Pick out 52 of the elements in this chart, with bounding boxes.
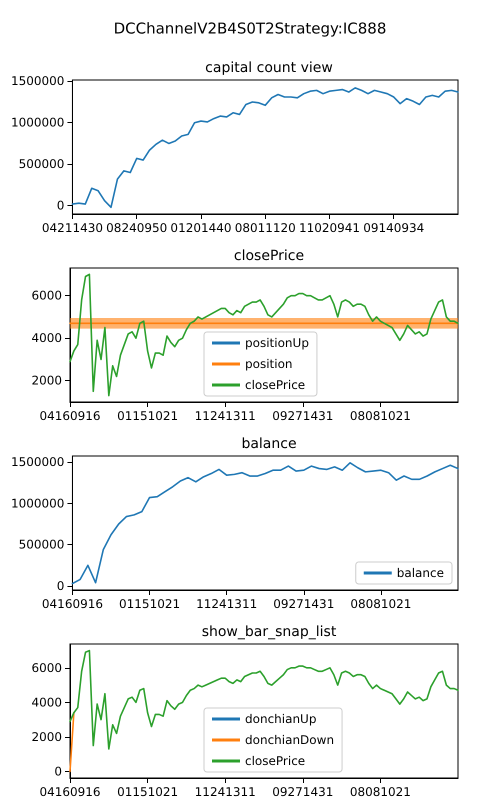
y-tick-label: 4000 (31, 331, 62, 346)
chart-title: DCChannelV2B4S0T2Strategy:IC888 (114, 20, 386, 38)
y-tick-label: 6000 (31, 660, 62, 675)
x-tick-label: 04160916 (39, 409, 101, 423)
x-tick-label: 01151021 (119, 597, 180, 611)
legend-label: positionUp (245, 336, 309, 350)
y-tick-label: 1000000 (10, 116, 64, 130)
x-tick-label: 01151021 (117, 409, 178, 423)
chart-title: show_bar_snap_list (202, 624, 337, 640)
line-series (69, 650, 459, 750)
x-tick-label: 11241311 (194, 785, 256, 799)
text: position (245, 357, 293, 371)
x-tick-label: 09271431 (272, 409, 334, 423)
x-tick-label: 04160916 (39, 785, 101, 799)
x-tick-label: 09140934 (363, 221, 424, 235)
legend-label: balance (396, 566, 444, 580)
x-tick-label: 08081021 (350, 597, 412, 611)
y-tick-label: 500000 (18, 157, 64, 172)
legend-label: donchianUp (245, 712, 316, 726)
line-series (69, 274, 459, 396)
x-tick-label: 09271431 (273, 597, 334, 611)
y-tick-label: 500000 (18, 538, 64, 552)
x-tick-label: 09271431 (272, 785, 334, 799)
y-tick-label: 2000 (31, 730, 62, 744)
x-tick-label: 11020941 (298, 221, 360, 235)
x-tick-label: 08011120 (234, 221, 296, 235)
y-tick-label: 0 (56, 198, 64, 213)
y-tick-label: 0 (54, 764, 62, 778)
x-tick-label: 11241311 (196, 597, 258, 611)
y-tick-label: 1500000 (10, 454, 64, 469)
x-tick-label: 08081021 (350, 785, 411, 799)
x-tick-label: 11241311 (194, 409, 256, 423)
y-tick-label: 2000 (31, 374, 62, 388)
y-tick-label: 4000 (31, 695, 62, 710)
legend-label: closePrice (245, 378, 306, 392)
legend-label: closePrice (245, 754, 306, 768)
chart-subtitle: capital count view (205, 60, 333, 76)
x-tick-label: 04211430 (42, 221, 103, 235)
y-tick-label: 1500000 (10, 74, 64, 88)
x-tick-label: 04160916 (42, 597, 103, 611)
x-tick-label: 08081021 (350, 409, 411, 423)
line-series (72, 462, 459, 584)
x-tick-label: 01151021 (117, 785, 178, 799)
x-tick-label: 08240950 (106, 221, 168, 235)
x-tick-label: 01201440 (170, 221, 232, 235)
y-tick-label: 6000 (31, 288, 62, 303)
chart-title: balance (241, 436, 297, 452)
legend-label: donchianDown (245, 733, 334, 747)
y-tick-label: 1000000 (10, 496, 64, 510)
line-series (72, 87, 459, 208)
chart-title: closePrice (234, 248, 304, 264)
y-tick-label: 0 (56, 579, 64, 594)
